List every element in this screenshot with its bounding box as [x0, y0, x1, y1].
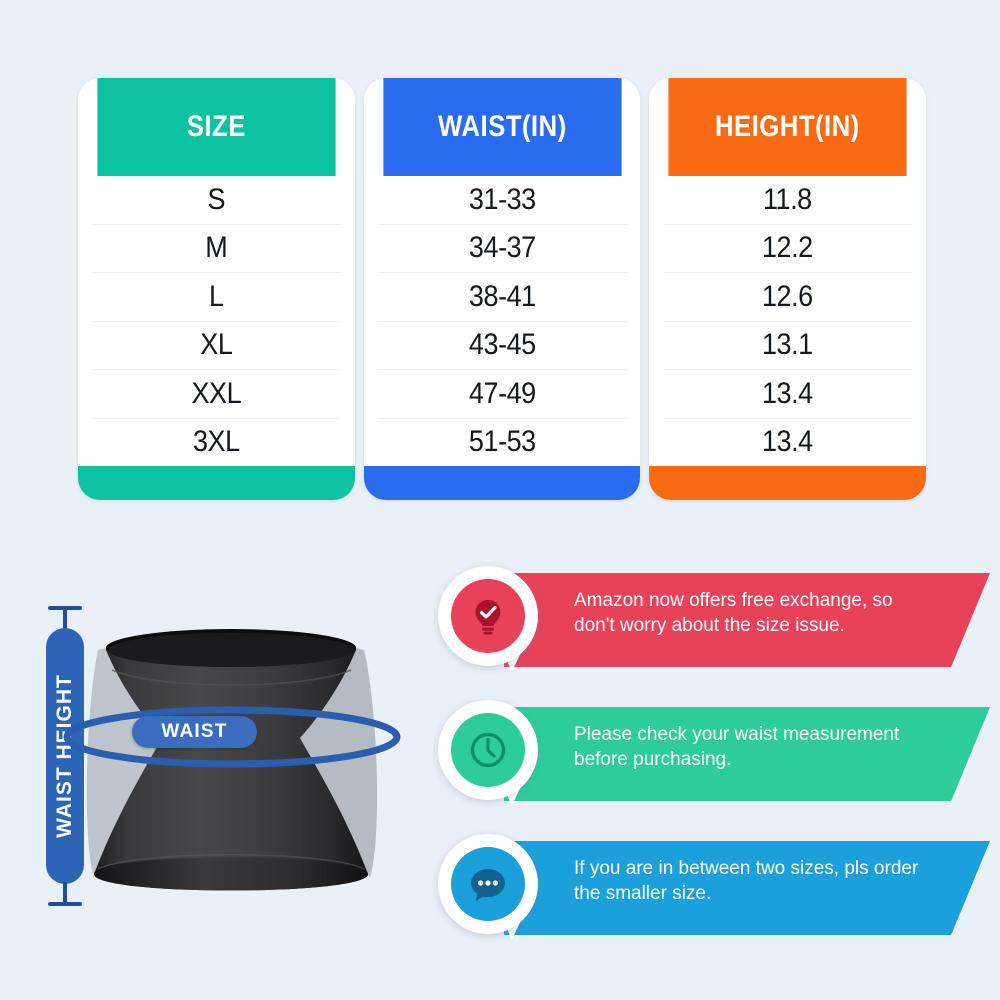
waist-label: WAIST	[161, 721, 228, 742]
size-column-body: S M L XL XXL 3XL	[78, 176, 355, 466]
banner-text: If you are in between two sizes, pls ord…	[574, 858, 919, 905]
bulb-base-1	[482, 627, 494, 631]
lightbulb-check-icon	[475, 600, 501, 635]
table-cell: L	[91, 273, 341, 322]
chat-dot-2	[485, 880, 491, 886]
table-cell: 12.2	[663, 225, 913, 273]
waist-height-pill: WAIST HEIGHT	[46, 628, 84, 884]
table-cell: S	[91, 176, 341, 225]
belt-opening-inner	[108, 633, 354, 667]
table-cell: 11.8	[663, 176, 913, 225]
info-banners: Amazon now offers free exchange, so don'…	[434, 556, 990, 966]
waist-height-ruler: WAIST HEIGHT	[40, 606, 90, 906]
banner-badge	[438, 830, 542, 946]
belt-hem	[94, 857, 368, 891]
chat-bubble-icon	[471, 869, 505, 901]
column-header-waist: WAIST(IN)	[383, 78, 621, 176]
column-header-height-label: HEIGHT(IN)	[715, 110, 861, 143]
waist-height-label: WAIST HEIGHT	[53, 674, 77, 838]
waist-column-body: 31-33 34-37 38-41 43-45 47-49 51-53	[363, 176, 641, 466]
badge-circle	[451, 579, 525, 653]
table-cell: 13.4	[762, 425, 814, 459]
banner-text: Please check your waist measurement befo…	[574, 724, 900, 771]
ruler-cap-bottom	[48, 902, 82, 906]
banner-bar	[504, 841, 990, 935]
table-cell: 12.6	[663, 273, 913, 322]
size-chart-table: SIZE S M L XL XXL 3XL WAIST(IN) 31-33 34…	[78, 78, 927, 500]
table-cell: M	[91, 225, 341, 273]
badge-circle	[451, 847, 525, 921]
column-header-height: HEIGHT(IN)	[668, 78, 907, 176]
banner-bar	[504, 573, 990, 667]
waist-column: WAIST(IN) 31-33 34-37 38-41 43-45 47-49 …	[363, 78, 641, 500]
column-header-waist-label: WAIST(IN)	[437, 110, 567, 143]
height-column: HEIGHT(IN) 11.8 12.2 12.6 13.1 13.4 13.4	[649, 78, 927, 500]
waist-trainer-belt	[68, 588, 394, 920]
clock-hands	[486, 737, 496, 758]
badge-circle	[451, 713, 525, 787]
waist-label-pill: WAIST	[132, 716, 257, 748]
table-cell: XL	[91, 322, 341, 370]
table-cell: 13.1	[663, 322, 913, 370]
column-footer-height	[649, 466, 927, 500]
banner-bar	[504, 707, 990, 801]
height-column-body: 11.8 12.2 12.6 13.1 13.4 13.4	[649, 176, 927, 466]
clock-icon	[470, 732, 506, 768]
info-banner-between-sizes: If you are in between two sizes, pls ord…	[434, 830, 990, 946]
banner-badge	[438, 562, 542, 678]
chat-dot-1	[478, 880, 484, 886]
banner-text: Amazon now offers free exchange, so don'…	[574, 590, 893, 637]
table-cell: 13.4	[663, 370, 913, 419]
table-cell: 38-41	[377, 273, 627, 322]
column-header-size-label: SIZE	[186, 110, 246, 143]
column-header-size: SIZE	[97, 78, 336, 176]
ruler-stem-top	[63, 608, 67, 630]
table-cell: XXL	[91, 370, 341, 419]
belt-top-stitch	[111, 669, 352, 686]
column-footer-size	[78, 466, 355, 500]
bulb-base-2	[483, 631, 493, 635]
info-banner-exchange: Amazon now offers free exchange, so don'…	[434, 562, 990, 678]
table-cell: 47-49	[377, 370, 627, 419]
belt-svg	[86, 629, 378, 891]
belt-hem-stitch	[97, 854, 365, 870]
product-illustration: WAIST HEIGHT	[14, 560, 424, 980]
clock-face	[470, 732, 506, 768]
table-cell: 31-33	[377, 176, 627, 225]
chat-dot-3	[492, 880, 498, 886]
table-cell: 43-45	[377, 322, 627, 370]
ruler-stem-bottom	[63, 882, 67, 904]
table-cell: 34-37	[377, 225, 627, 273]
table-cell: 3XL	[192, 425, 240, 459]
column-footer-waist	[363, 466, 641, 500]
table-cell: 51-53	[468, 425, 536, 459]
size-column: SIZE S M L XL XXL 3XL	[78, 78, 355, 500]
check-mark	[480, 606, 497, 619]
info-banner-measure: Please check your waist measurement befo…	[434, 696, 990, 812]
banner-badge	[438, 696, 542, 812]
